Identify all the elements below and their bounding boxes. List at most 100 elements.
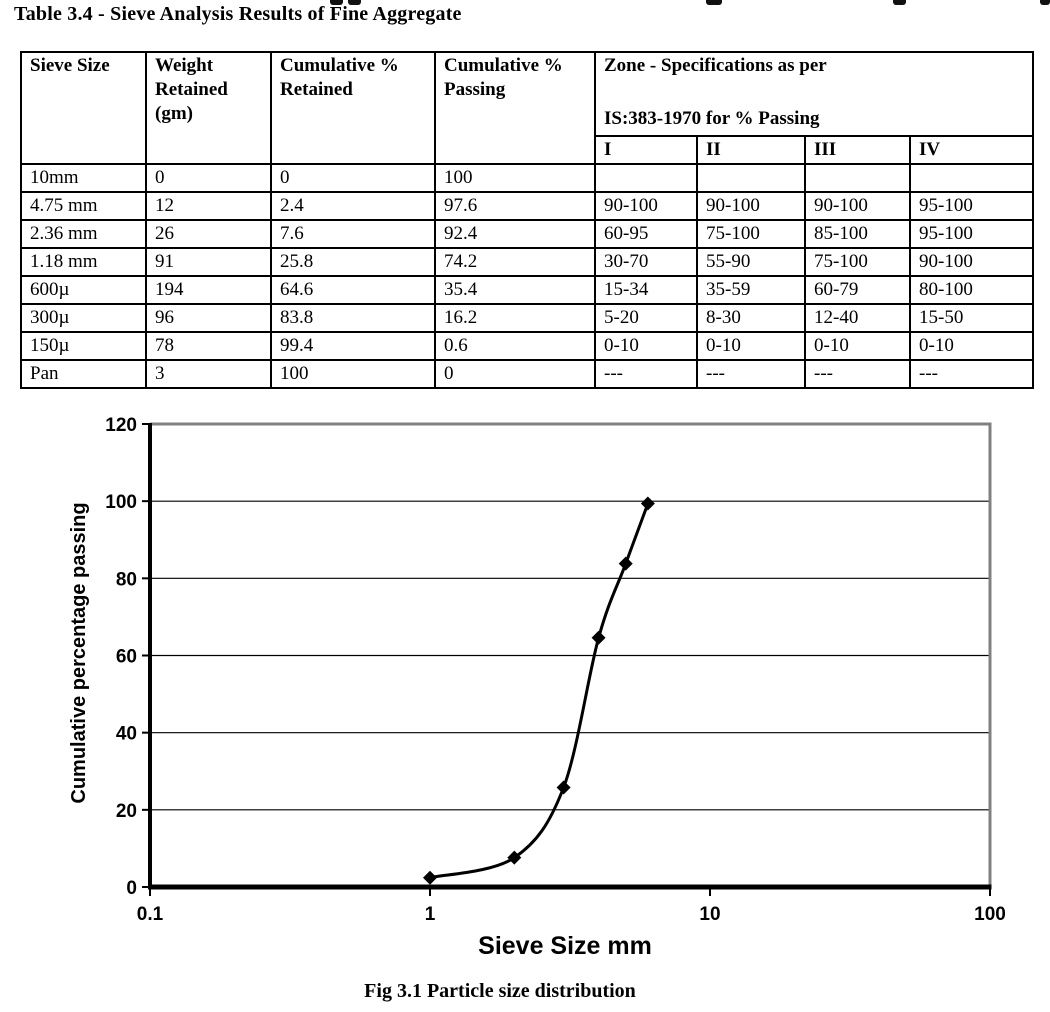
table-cell: 12 [145, 191, 272, 221]
table-cell: 150µ [20, 331, 147, 361]
chart-area: 0 20 40 60 80 100 120 0.1 1 10 100 Cumulative perc… [0, 410, 1050, 970]
y-axis-title: Cumulative percentage passing [68, 502, 90, 804]
table-cell: 0 [434, 359, 596, 389]
table-cell [804, 163, 911, 193]
table-cell: 3 [145, 359, 272, 389]
col-header-cumulative-passing: Cumulative % Passing [434, 51, 596, 165]
figure-caption: Fig 3.1 Particle size distribution [364, 980, 636, 1002]
col-header-zone-3: III [804, 135, 911, 165]
data-point-marker [507, 850, 522, 865]
y-tick-label: 60 [116, 647, 137, 668]
table-cell: 90-100 [804, 191, 911, 221]
clipped-text-artifact [706, 0, 722, 5]
table-cell: 194 [145, 275, 272, 305]
table-cell: 75-100 [696, 219, 806, 249]
table-cell: 92.4 [434, 219, 596, 249]
table-cell: 90-100 [908, 247, 1035, 277]
clipped-text-artifact [893, 0, 906, 5]
table-cell: 15-34 [594, 275, 698, 305]
table-cell: 0-10 [804, 331, 911, 361]
y-tick-label: 100 [105, 492, 137, 513]
table-title: Table 3.4 - Sieve Analysis Results of Fi… [14, 3, 462, 25]
col-header-weight-retained: Weight Retained (gm) [145, 51, 272, 165]
data-point-marker [591, 630, 606, 645]
table-cell: Pan [20, 359, 147, 389]
table-cell: 35.4 [434, 275, 596, 305]
table-row: 10mm 0 0 100 [20, 163, 1035, 193]
table-cell: 60-79 [804, 275, 911, 305]
col-header-zone-2: II [696, 135, 806, 165]
table-cell: 90-100 [594, 191, 698, 221]
table-cell: 95-100 [908, 191, 1035, 221]
table-cell: 95-100 [908, 219, 1035, 249]
data-point-marker [423, 870, 437, 885]
table-header-row: Sieve Size Weight Retained (gm) Cumulati… [20, 51, 1035, 165]
table-cell: 0.6 [434, 331, 596, 361]
zone-columns-row: I II III IV [21, 135, 1035, 165]
sieve-table-body: 10mm 0 0 100 4.75 mm 12 2.4 97.6 90-100 90-100 90-… [20, 163, 1035, 389]
table-cell: 35-59 [696, 275, 806, 305]
table-cell: 55-90 [696, 247, 806, 277]
table-cell: 7.6 [270, 219, 436, 249]
table-cell: 78 [145, 331, 272, 361]
table-cell: 0 [270, 163, 436, 193]
table-cell: 0 [145, 163, 272, 193]
table-row: 300µ 96 83.8 16.2 5-20 8-30 12-40 15-50 [20, 303, 1035, 333]
data-point-marker [556, 780, 571, 795]
table-cell: 97.6 [434, 191, 596, 221]
table-cell: 15-50 [908, 303, 1035, 333]
table-cell: 91 [145, 247, 272, 277]
table-cell: 600µ [20, 275, 147, 305]
table-cell: 0-10 [594, 331, 698, 361]
table-row: 600µ 194 64.6 35.4 15-34 35-59 60-79 80-100 [20, 275, 1035, 305]
x-tick-label: 1 [425, 904, 436, 925]
y-tick-label: 20 [116, 801, 137, 822]
col-header-zone-1: I [594, 135, 698, 165]
table-cell: 300µ [20, 303, 147, 333]
table-cell: 2.4 [270, 191, 436, 221]
table-cell: --- [594, 359, 698, 389]
series-line [428, 502, 650, 880]
table-cell: 12-40 [804, 303, 911, 333]
clipped-text-artifact [348, 0, 361, 5]
table-cell: 26 [145, 219, 272, 249]
table-cell: --- [696, 359, 806, 389]
sieve-analysis-table: Sieve Size Weight Retained (gm) Cumulati… [20, 51, 1035, 389]
table-row: 1.18 mm 91 25.8 74.2 30-70 55-90 75-100 90-100 [20, 247, 1035, 277]
table-cell [696, 163, 806, 193]
col-header-zone-4: IV [908, 135, 1035, 165]
table-cell: 16.2 [434, 303, 596, 333]
col-header-cumulative-retained: Cumulative % Retained [270, 51, 436, 165]
table-cell: 8-30 [696, 303, 806, 333]
data-point-marker [618, 556, 633, 571]
table-cell: 4.75 mm [20, 191, 147, 221]
y-tick-label: 0 [126, 878, 137, 899]
table-cell: 0-10 [696, 331, 806, 361]
clipped-text-artifact [1040, 0, 1050, 5]
data-point-marker [640, 496, 655, 511]
x-axis-title: Sieve Size mm [478, 932, 652, 960]
table-cell [594, 163, 698, 193]
table-cell: 99.4 [270, 331, 436, 361]
table-row: 4.75 mm 12 2.4 97.6 90-100 90-100 90-100 95-100 [20, 191, 1035, 221]
table-cell: --- [908, 359, 1035, 389]
x-tick-label: 100 [974, 904, 1006, 925]
y-tick-label: 80 [116, 569, 137, 590]
table-cell: --- [804, 359, 911, 389]
table-cell: 83.8 [270, 303, 436, 333]
table-row: Pan 3 100 0 --- --- --- --- [20, 359, 1035, 389]
table-cell: 30-70 [594, 247, 698, 277]
table-cell: 5-20 [594, 303, 698, 333]
table-cell: 60-95 [594, 219, 698, 249]
table-row: 150µ 78 99.4 0.6 0-10 0-10 0-10 0-10 [20, 331, 1035, 361]
table-cell: 25.8 [270, 247, 436, 277]
y-tick-label: 40 [116, 724, 137, 745]
table-cell: 80-100 [908, 275, 1035, 305]
table-cell: 10mm [20, 163, 147, 193]
zone-spec-subtitle: IS:383-1970 for % Passing [604, 108, 820, 129]
table-cell: 100 [270, 359, 436, 389]
table-cell: 64.6 [270, 275, 436, 305]
y-tick-label: 120 [105, 415, 137, 436]
table-cell [908, 163, 1035, 193]
